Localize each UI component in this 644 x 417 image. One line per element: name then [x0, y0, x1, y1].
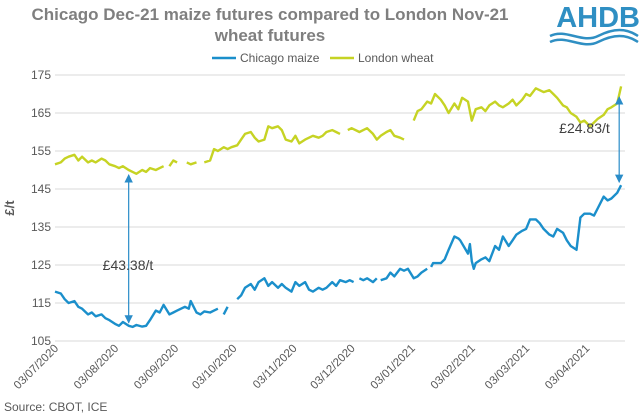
legend-label: Chicago maize [240, 51, 320, 65]
series-line-chicago-maize [236, 277, 355, 301]
x-tick-label: 03/02/2021 [429, 343, 478, 392]
series-line-chicago-maize [358, 277, 378, 284]
source-note: Source: CBOT, ICE [4, 400, 108, 414]
series-line-chicago-maize [54, 290, 219, 329]
y-tick-label: 105 [31, 334, 51, 348]
chart-title-line2: wheat futures [214, 26, 326, 45]
series-line-chicago-maize [380, 267, 428, 282]
y-tick-label: 175 [31, 68, 51, 82]
annotation-label: £24.83/t [559, 120, 610, 136]
y-axis-label: £/t [2, 200, 17, 216]
y-tick-label: 135 [31, 220, 51, 234]
x-tick-label: 03/10/2020 [190, 343, 239, 392]
y-tick-label: 145 [31, 182, 51, 196]
chart-title-line1: Chicago Dec-21 maize futures compared to… [31, 5, 509, 24]
series-line-chicago-maize [430, 184, 623, 270]
x-tick-label: 03/01/2021 [369, 343, 418, 392]
x-tick-label: 03/12/2020 [309, 343, 358, 392]
x-tick-label: 03/09/2020 [132, 343, 181, 392]
x-tick-label: 03/04/2021 [543, 343, 592, 392]
legend-label: London wheat [358, 51, 434, 65]
logo-wave-icon [549, 28, 639, 46]
series-line-london-wheat [54, 153, 165, 175]
series-line-london-wheat [168, 159, 178, 167]
y-tick-label: 165 [31, 106, 51, 120]
series-line-london-wheat [186, 161, 197, 166]
y-tick-label: 125 [31, 258, 51, 272]
x-tick-label: 03/07/2020 [12, 343, 61, 392]
chart-title: Chicago Dec-21 maize futures compared to… [0, 4, 540, 46]
series-line-london-wheat [412, 86, 623, 128]
logo-text: AHDB [556, 2, 640, 34]
x-tick-label: 03/03/2021 [483, 343, 532, 392]
series-line-london-wheat [203, 125, 341, 164]
series-line-london-wheat [347, 126, 405, 141]
ahdb-logo: AHDB [548, 2, 640, 48]
series-line-chicago-maize [222, 306, 229, 315]
y-tick-label: 155 [31, 144, 51, 158]
y-tick-label: 115 [32, 296, 51, 310]
x-tick-label: 03/11/2020 [251, 343, 300, 392]
annotation-label: £43.38/t [103, 257, 154, 273]
x-tick-label: 03/08/2020 [72, 343, 121, 392]
